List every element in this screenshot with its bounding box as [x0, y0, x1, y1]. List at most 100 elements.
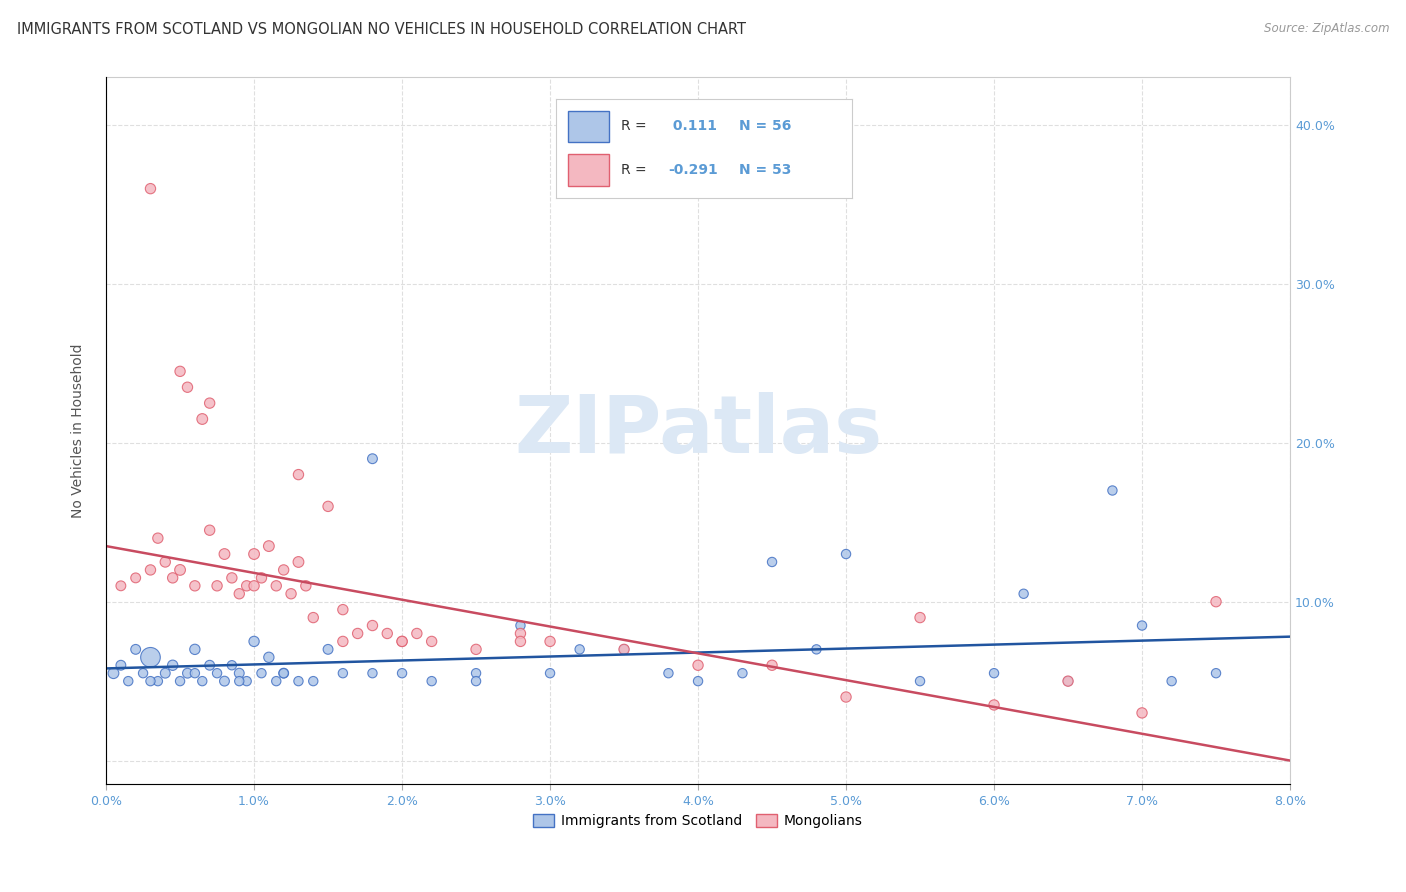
Text: ZIPatlas: ZIPatlas: [515, 392, 882, 470]
Point: [235, 579, 257, 593]
Point: [184, 642, 207, 657]
Point: [761, 658, 783, 673]
Point: [273, 666, 295, 681]
Point: [332, 602, 354, 616]
Point: [287, 555, 309, 569]
Point: [509, 634, 531, 648]
Point: [835, 547, 858, 561]
Point: [176, 666, 198, 681]
Point: [375, 626, 398, 640]
Point: [316, 642, 339, 657]
Point: [169, 364, 191, 378]
Point: [361, 618, 384, 632]
Point: [198, 658, 221, 673]
Legend: Immigrants from Scotland, Mongolians: Immigrants from Scotland, Mongolians: [527, 809, 869, 834]
Point: [509, 618, 531, 632]
Point: [391, 634, 413, 648]
Point: [117, 674, 139, 689]
Point: [162, 658, 184, 673]
Point: [509, 626, 531, 640]
Point: [405, 626, 427, 640]
Point: [250, 571, 273, 585]
Point: [983, 666, 1005, 681]
Point: [243, 634, 266, 648]
Point: [191, 674, 214, 689]
Point: [139, 181, 162, 195]
Point: [198, 396, 221, 410]
Point: [287, 674, 309, 689]
Point: [146, 531, 169, 545]
Y-axis label: No Vehicles in Household: No Vehicles in Household: [72, 343, 86, 518]
Point: [295, 579, 318, 593]
Point: [302, 674, 325, 689]
Point: [162, 571, 184, 585]
Point: [205, 666, 228, 681]
Point: [146, 674, 169, 689]
Point: [221, 658, 243, 673]
Point: [1130, 618, 1153, 632]
Point: [110, 658, 132, 673]
Point: [124, 642, 146, 657]
Point: [280, 587, 302, 601]
Point: [613, 642, 636, 657]
Point: [613, 642, 636, 657]
Point: [1012, 587, 1035, 601]
Point: [250, 666, 273, 681]
Point: [835, 690, 858, 704]
Point: [361, 666, 384, 681]
Text: Source: ZipAtlas.com: Source: ZipAtlas.com: [1264, 22, 1389, 36]
Point: [228, 666, 250, 681]
Point: [761, 555, 783, 569]
Point: [139, 563, 162, 577]
Point: [908, 674, 931, 689]
Text: IMMIGRANTS FROM SCOTLAND VS MONGOLIAN NO VEHICLES IN HOUSEHOLD CORRELATION CHART: IMMIGRANTS FROM SCOTLAND VS MONGOLIAN NO…: [17, 22, 745, 37]
Point: [391, 666, 413, 681]
Point: [1205, 666, 1227, 681]
Point: [155, 555, 177, 569]
Point: [103, 666, 125, 681]
Point: [332, 666, 354, 681]
Point: [465, 642, 488, 657]
Point: [302, 610, 325, 624]
Point: [686, 674, 709, 689]
Point: [191, 412, 214, 426]
Point: [243, 579, 266, 593]
Point: [264, 579, 287, 593]
Point: [686, 658, 709, 673]
Point: [731, 666, 754, 681]
Point: [1057, 674, 1080, 689]
Point: [273, 666, 295, 681]
Point: [184, 579, 207, 593]
Point: [257, 650, 280, 665]
Point: [198, 523, 221, 537]
Point: [221, 571, 243, 585]
Point: [124, 571, 146, 585]
Point: [214, 547, 236, 561]
Point: [568, 642, 591, 657]
Point: [983, 698, 1005, 712]
Point: [1160, 674, 1182, 689]
Point: [235, 674, 257, 689]
Point: [264, 674, 287, 689]
Point: [155, 666, 177, 681]
Point: [228, 587, 250, 601]
Point: [361, 451, 384, 466]
Point: [316, 500, 339, 514]
Point: [1057, 674, 1080, 689]
Point: [257, 539, 280, 553]
Point: [538, 666, 561, 681]
Point: [273, 563, 295, 577]
Point: [420, 674, 443, 689]
Point: [391, 634, 413, 648]
Point: [184, 666, 207, 681]
Point: [110, 579, 132, 593]
Point: [806, 642, 828, 657]
Point: [465, 666, 488, 681]
Point: [169, 674, 191, 689]
Point: [139, 674, 162, 689]
Point: [214, 674, 236, 689]
Point: [176, 380, 198, 394]
Point: [228, 674, 250, 689]
Point: [465, 674, 488, 689]
Point: [908, 610, 931, 624]
